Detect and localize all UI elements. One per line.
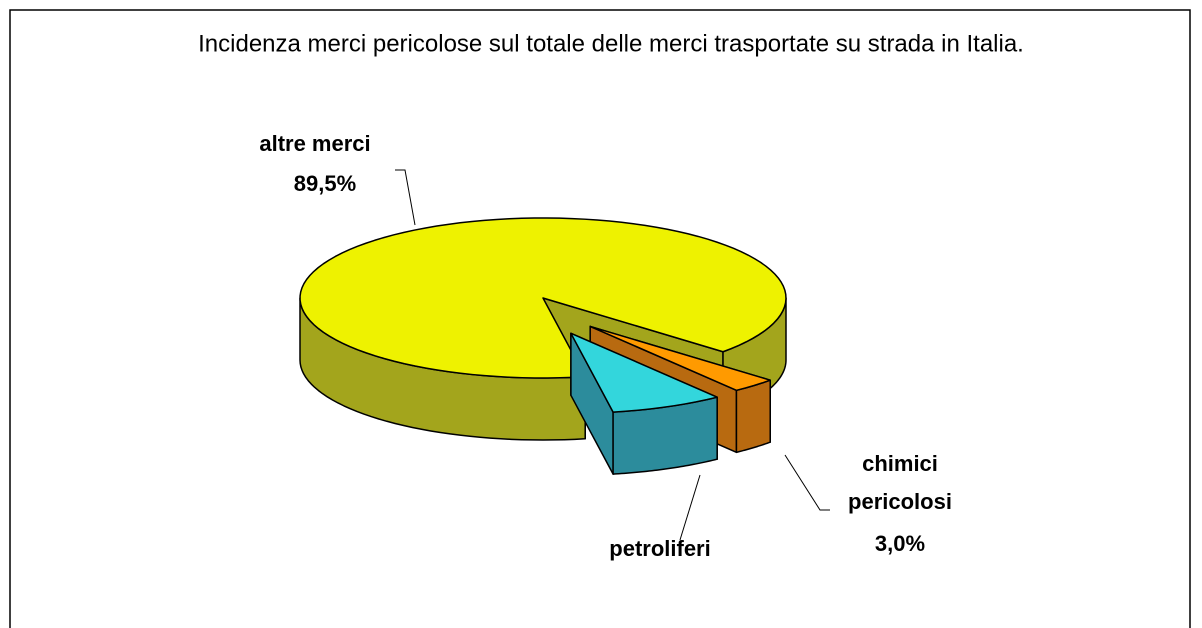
category-label: altre merci bbox=[259, 131, 370, 156]
chart-title: Incidenza merci pericolose sul totale de… bbox=[198, 30, 1024, 57]
category-label: chimici pericolosi bbox=[848, 451, 952, 514]
leader-line bbox=[679, 474, 701, 541]
slice bbox=[570, 332, 718, 413]
category-label: petroliferi bbox=[609, 536, 710, 561]
slice bbox=[299, 217, 787, 379]
leader-line bbox=[784, 454, 830, 511]
slice-side bbox=[735, 379, 771, 454]
value-label: 3,0% bbox=[875, 531, 925, 556]
leader-line bbox=[395, 169, 416, 226]
slice bbox=[589, 325, 771, 392]
value-label: 89,5% bbox=[294, 171, 356, 196]
pie bbox=[299, 217, 787, 475]
